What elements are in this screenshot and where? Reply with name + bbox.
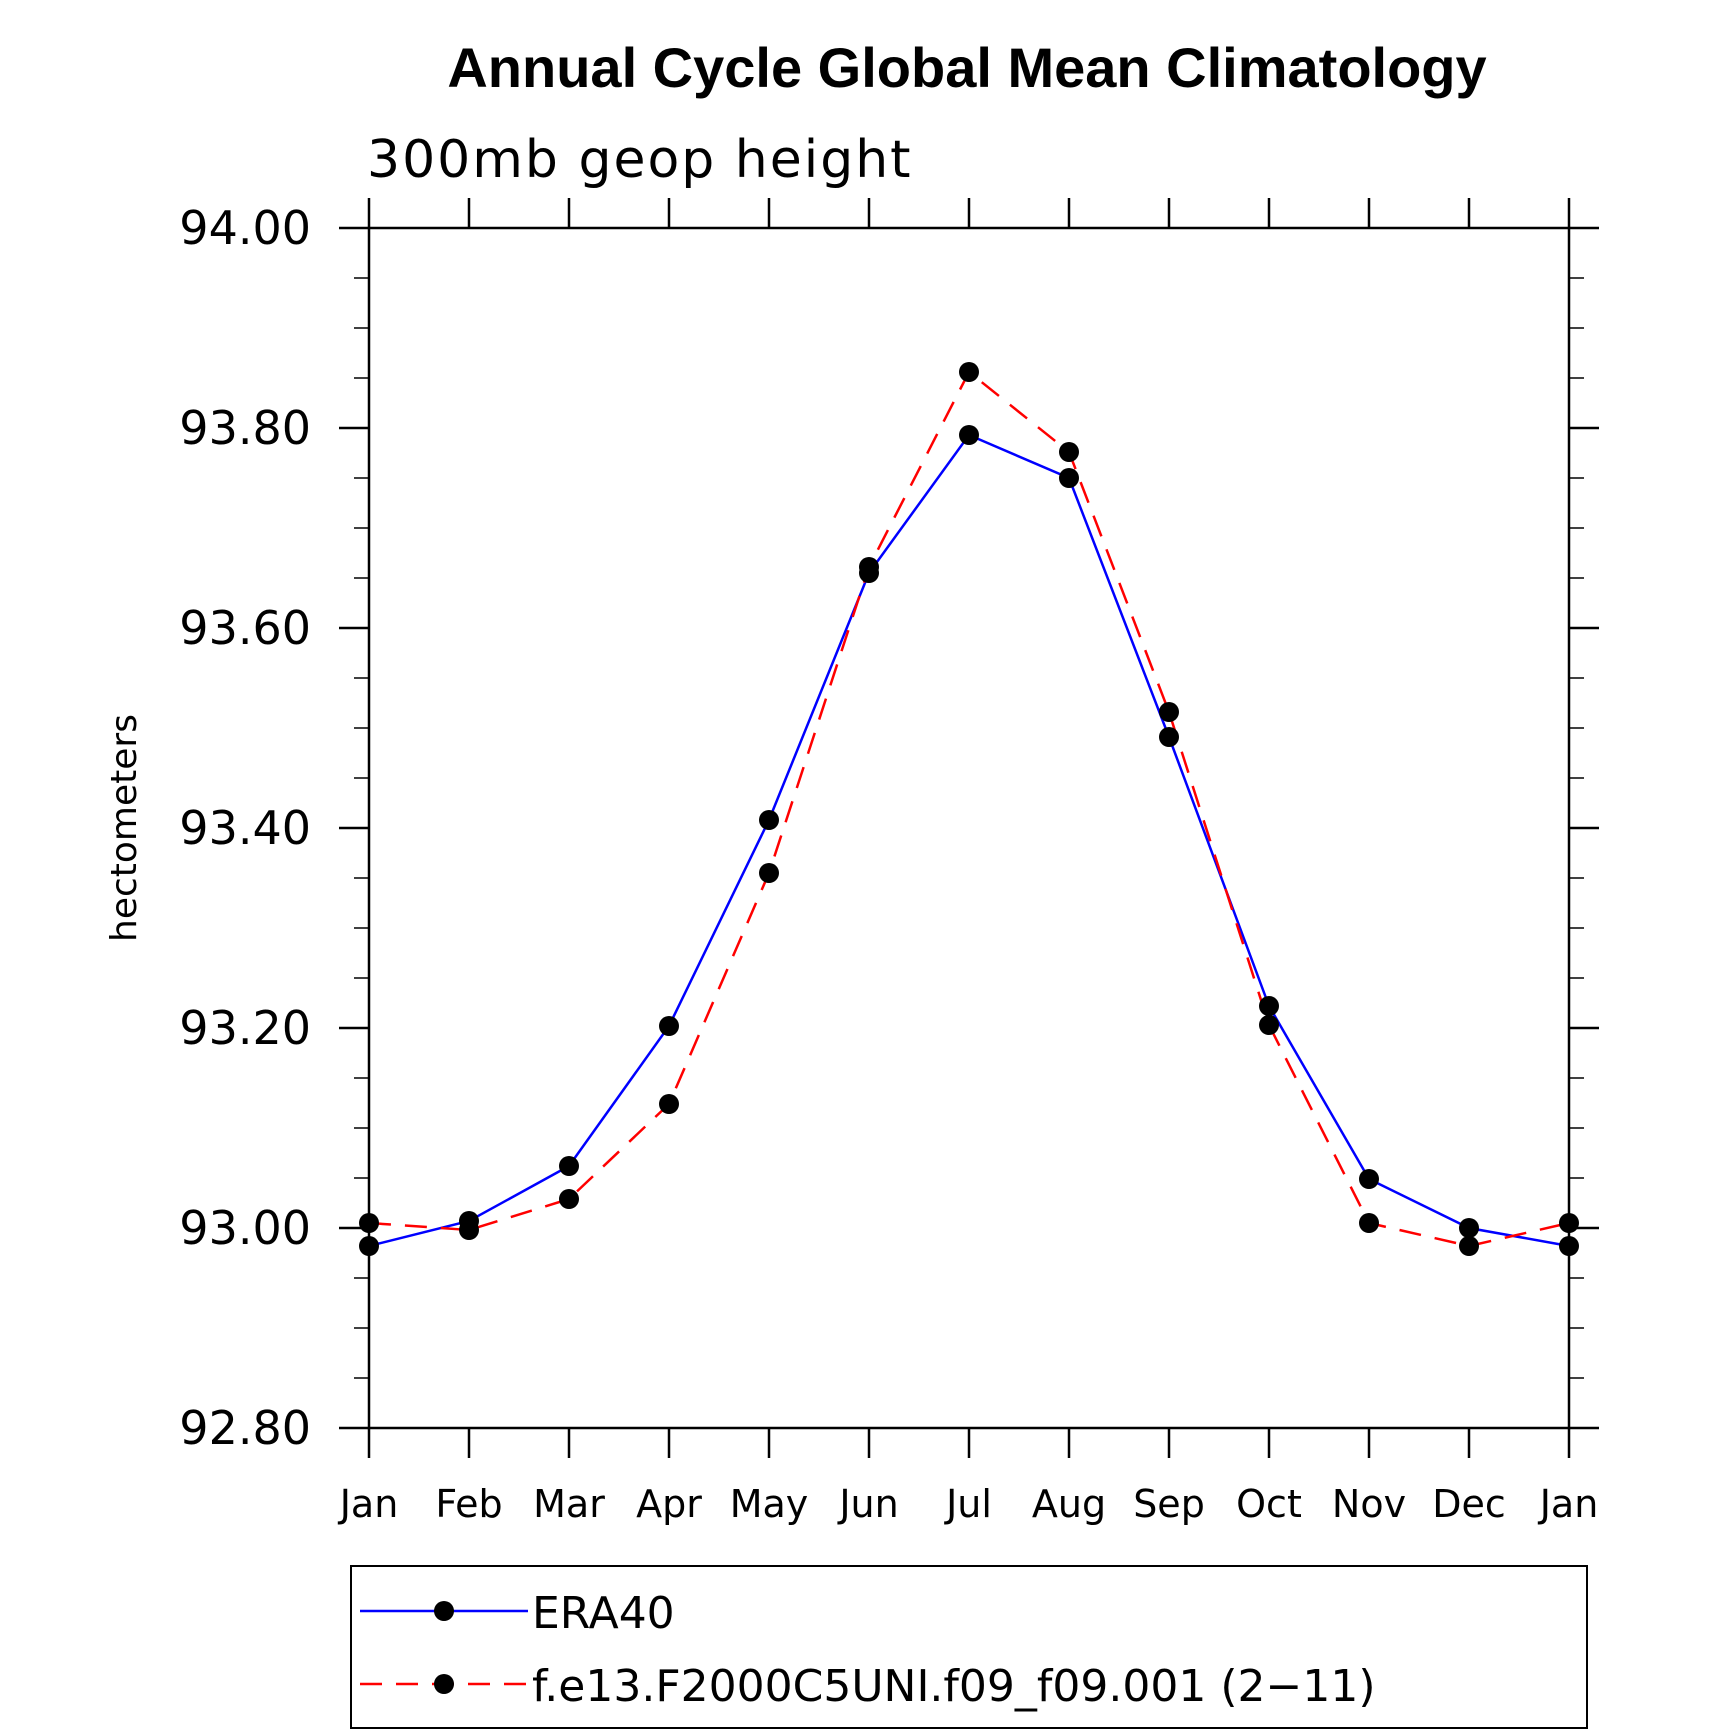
data-point-series-1 xyxy=(1259,1015,1279,1035)
data-point-series-0 xyxy=(559,1156,579,1176)
data-point-series-1 xyxy=(759,863,779,883)
data-point-series-0 xyxy=(1159,727,1179,747)
plot-frame xyxy=(367,226,1571,1430)
data-point-series-0 xyxy=(1459,1218,1479,1238)
axis-ticks xyxy=(339,198,1599,1458)
legend-label-model: f.e13.F2000C5UNI.f09_f09.001 (2−11) xyxy=(532,1661,1376,1712)
x-tick-label: Dec xyxy=(1432,1482,1506,1526)
x-tick-label: May xyxy=(730,1482,809,1526)
legend-marker-model xyxy=(434,1674,454,1694)
y-tick-label: 94.00 xyxy=(179,201,311,255)
y-tick-label: 93.60 xyxy=(179,601,311,655)
data-point-series-1 xyxy=(659,1094,679,1114)
data-point-series-1 xyxy=(1059,442,1079,462)
data-point-series-0 xyxy=(659,1016,679,1036)
data-point-series-1 xyxy=(359,1213,379,1233)
data-point-series-0 xyxy=(959,425,979,445)
x-tick-label: Nov xyxy=(1332,1482,1406,1526)
y-axis-label: hectometers xyxy=(104,714,145,942)
series-markers xyxy=(359,362,1579,1256)
x-tick-label: Apr xyxy=(636,1482,702,1526)
x-tick-labels: Jan Feb Mar Apr May Jun Jul Aug Sep Oct Nov Dec Jan xyxy=(338,1482,1599,1526)
legend-box xyxy=(350,1565,1588,1729)
y-tick-label: 93.40 xyxy=(179,801,311,855)
x-tick-label: Sep xyxy=(1133,1482,1205,1526)
x-tick-label: Mar xyxy=(533,1482,605,1526)
data-point-series-1 xyxy=(1559,1213,1579,1233)
x-tick-label: Jan xyxy=(338,1482,399,1526)
chart-subtitle: 300mb geop height xyxy=(367,130,913,190)
data-point-series-1 xyxy=(559,1189,579,1209)
data-point-series-1 xyxy=(959,362,979,382)
y-tick-labels: 94.00 93.80 93.60 93.40 93.20 93.00 92.80 xyxy=(179,201,311,1455)
data-point-series-1 xyxy=(1459,1236,1479,1256)
x-tick-label: Feb xyxy=(435,1482,502,1526)
series-line-0 xyxy=(368,433,1570,1248)
data-point-series-0 xyxy=(759,810,779,830)
chart-title: Annual Cycle Global Mean Climatology xyxy=(447,36,1486,99)
x-tick-label: Jul xyxy=(944,1482,992,1526)
data-point-series-1 xyxy=(1359,1213,1379,1233)
data-point-series-1 xyxy=(859,557,879,577)
legend: ERA40 f.e13.F2000C5UNI.f09_f09.001 (2−11… xyxy=(350,1565,1588,1729)
y-tick-label: 93.20 xyxy=(179,1001,311,1055)
x-tick-label: Jun xyxy=(837,1482,898,1526)
series-line-1 xyxy=(368,370,1570,1248)
legend-label-era40: ERA40 xyxy=(532,1588,675,1639)
y-tick-label: 92.80 xyxy=(179,1401,311,1455)
x-tick-label: Aug xyxy=(1032,1482,1106,1526)
data-point-series-0 xyxy=(1559,1236,1579,1256)
x-tick-label: Oct xyxy=(1236,1482,1302,1526)
x-tick-label: Jan xyxy=(1538,1482,1599,1526)
y-tick-label: 93.80 xyxy=(179,401,311,455)
data-point-series-1 xyxy=(459,1220,479,1240)
data-point-series-0 xyxy=(359,1236,379,1256)
series-lines xyxy=(368,370,1570,1248)
data-point-series-0 xyxy=(1359,1169,1379,1189)
legend-marker-era40 xyxy=(434,1601,454,1621)
y-tick-label: 93.00 xyxy=(179,1201,311,1255)
data-point-series-1 xyxy=(1159,702,1179,722)
data-point-series-0 xyxy=(1059,468,1079,488)
data-point-series-0 xyxy=(1259,996,1279,1016)
